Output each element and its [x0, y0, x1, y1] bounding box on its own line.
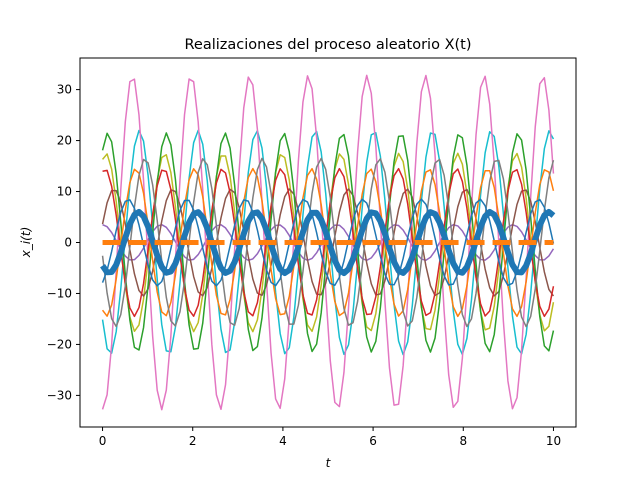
y-tick-label: −10 — [47, 286, 72, 300]
y-tick-label: 30 — [57, 83, 72, 97]
axis-ticks: 0 2 4 6 8 10 −30 −20 −10 0 10 20 30 — [47, 83, 561, 448]
series-line-6 — [102, 167, 555, 318]
chart-title: Realizaciones del proceso aleatorio X(t) — [184, 37, 471, 53]
series-line-8 — [101, 157, 555, 328]
plot-frame — [79, 57, 577, 428]
y-tick-label: −30 — [47, 388, 72, 402]
y-axis-label: x_i(t) — [19, 227, 33, 259]
x-tick-label: 6 — [369, 434, 377, 448]
realization-lines — [100, 74, 556, 411]
x-tick-label: 0 — [99, 434, 107, 448]
x-tick-label: 4 — [279, 434, 287, 448]
x-tick-label: 2 — [189, 434, 197, 448]
x-tick-label: 10 — [546, 434, 561, 448]
y-tick-label: 10 — [57, 185, 72, 199]
series-line-9 — [101, 198, 555, 287]
y-tick-label: 0 — [64, 236, 72, 250]
y-tick-label: 20 — [57, 134, 72, 148]
sample-mean-line — [100, 208, 556, 277]
x-axis-label: t — [326, 456, 332, 470]
y-tick-label: −20 — [47, 337, 72, 351]
x-tick-label: 8 — [459, 434, 467, 448]
